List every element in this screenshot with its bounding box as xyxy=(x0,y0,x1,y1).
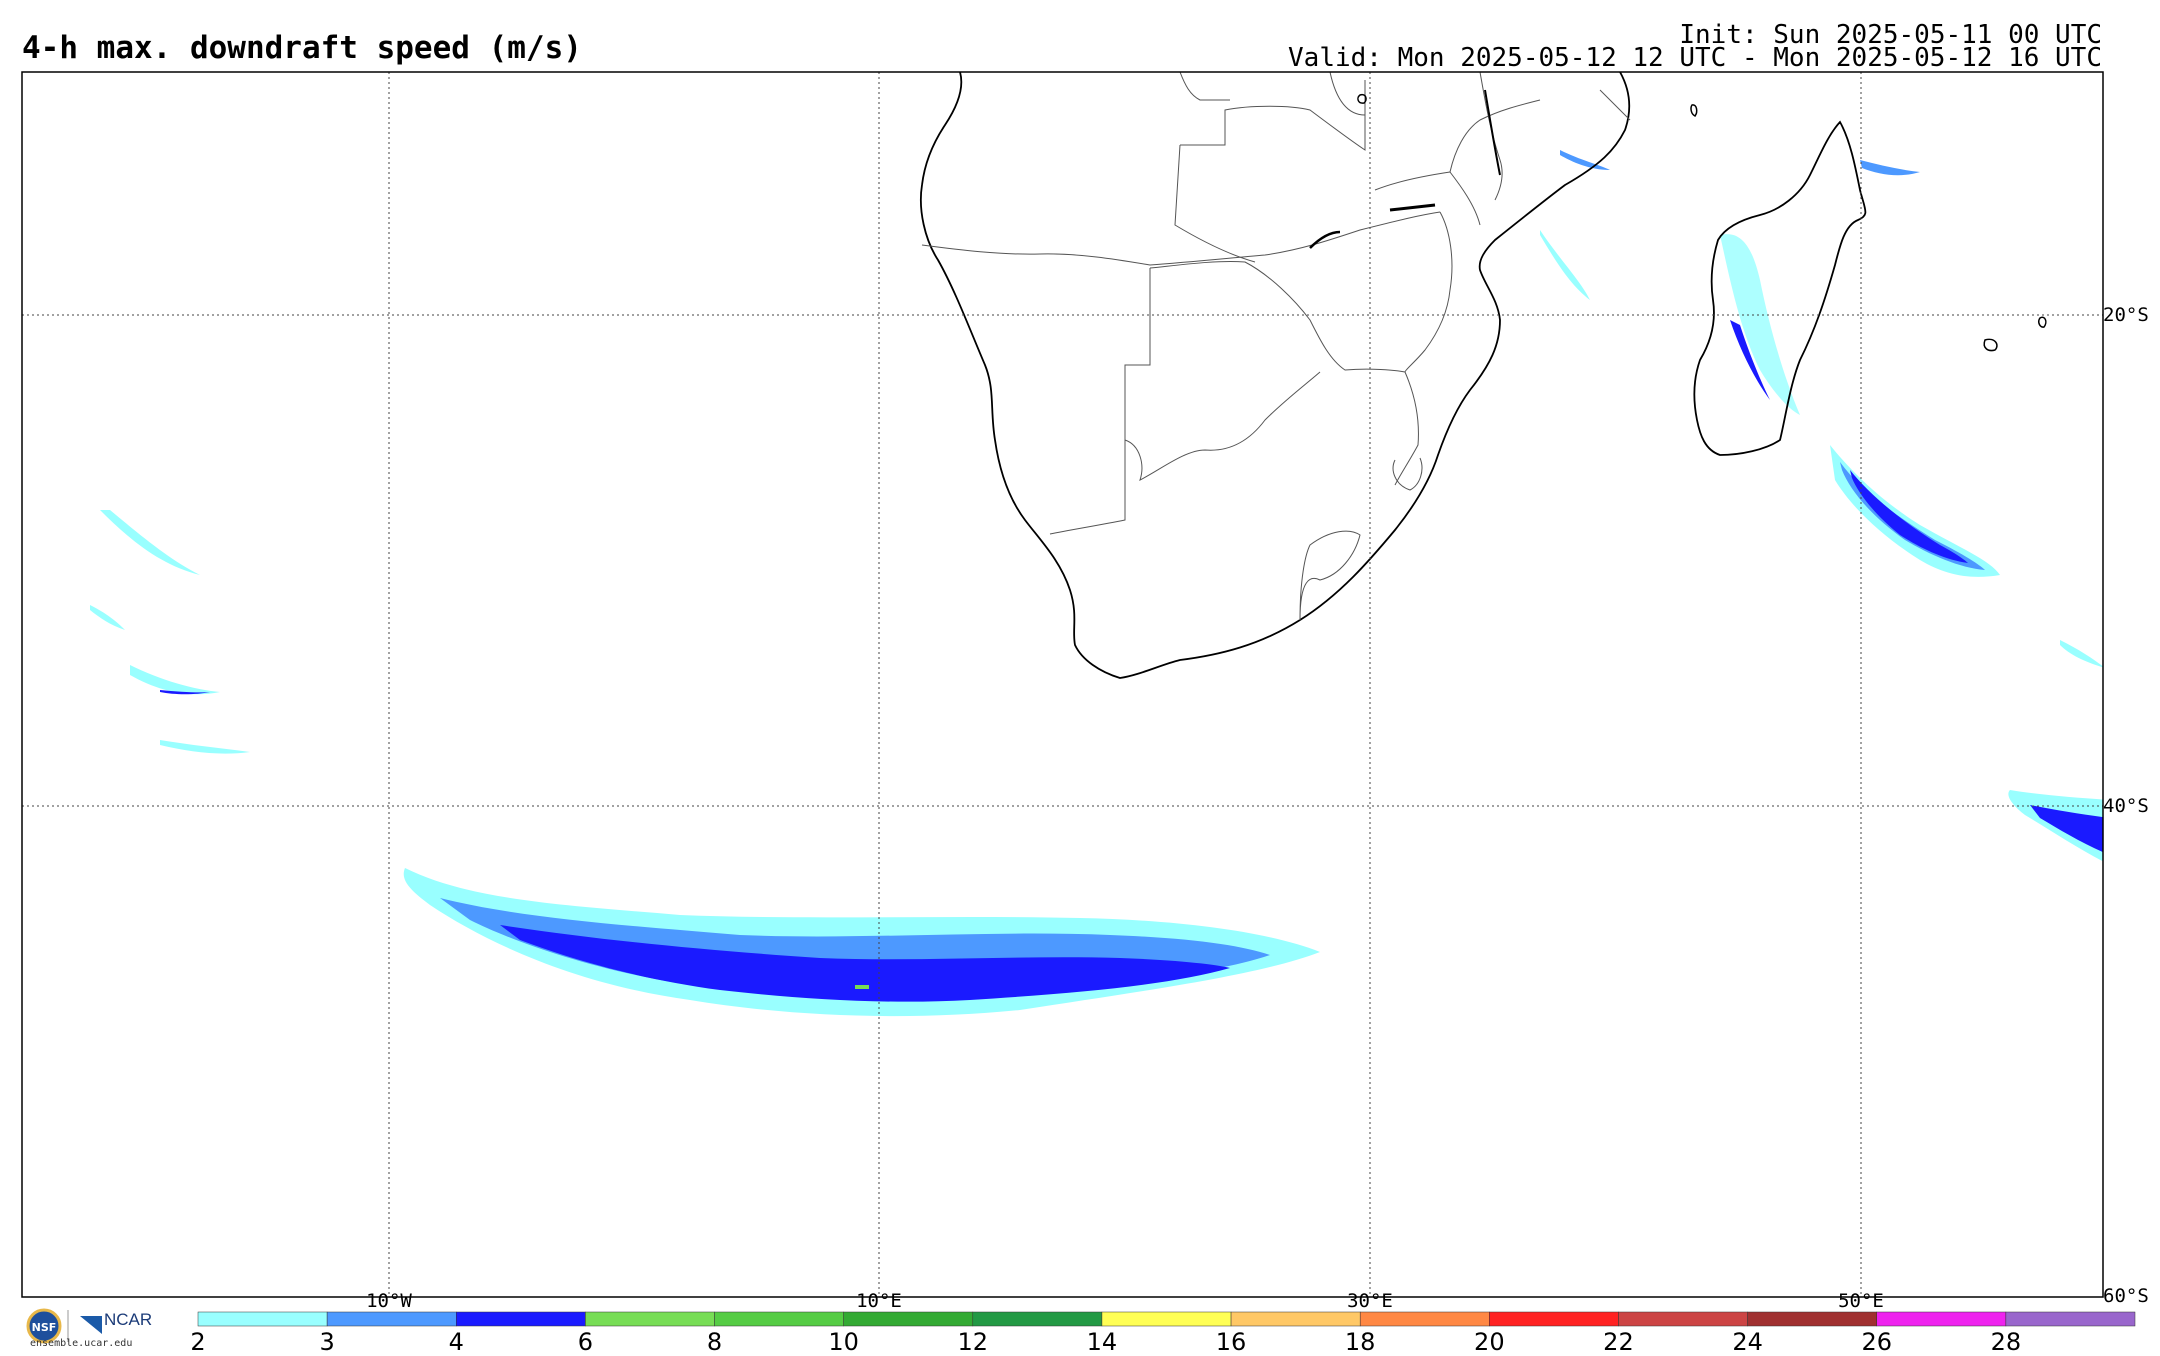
island-mauritius xyxy=(2038,316,2047,328)
colorbar-tick-label: 14 xyxy=(1086,1328,1118,1356)
lat-label-40s: 40°S xyxy=(2103,795,2149,817)
site-url: ensemble.ucar.edu xyxy=(30,1338,133,1349)
downdraft-streaks-east xyxy=(90,150,2103,862)
ncar-wordmark: NCAR xyxy=(104,1310,153,1329)
africa-coastline xyxy=(920,72,1631,679)
nsf-ncar-logo: NSF xyxy=(26,1308,102,1344)
nsf-seal-text: NSF xyxy=(32,1321,57,1334)
lon-label-30e: 30°E xyxy=(1347,1290,1393,1312)
colorbar-segment xyxy=(714,1311,844,1327)
colorbar-segment xyxy=(197,1311,328,1327)
ncar-triangle-icon xyxy=(80,1316,102,1334)
lat-label-60s: 60°S xyxy=(2103,1285,2149,1307)
colorbar-tick-label: 18 xyxy=(1344,1328,1376,1356)
colorbar-segment xyxy=(843,1311,974,1327)
colorbar-tick-label: 6 xyxy=(577,1328,594,1356)
colorbar-segment xyxy=(1876,1311,2007,1327)
island-small xyxy=(1357,93,1367,104)
graticule xyxy=(22,72,2103,1297)
colorbar-segment xyxy=(2005,1311,2136,1327)
colorbar-tick-label: 22 xyxy=(1603,1328,1634,1356)
colorbar-tick-label: 3 xyxy=(319,1328,335,1356)
colorbar-tick-label: 24 xyxy=(1732,1328,1763,1356)
colorbar xyxy=(197,1311,2136,1327)
colorbar-segment xyxy=(1489,1311,1619,1327)
colorbar-segment xyxy=(1230,1311,1361,1327)
colorbar-tick-label: 8 xyxy=(706,1328,723,1356)
colorbar-tick-label: 4 xyxy=(448,1328,464,1356)
colorbar-tick-label: 2 xyxy=(190,1328,206,1356)
colorbar-tick-label: 10 xyxy=(828,1328,859,1356)
colorbar-segment xyxy=(1618,1311,1748,1327)
colorbar-tick-label: 16 xyxy=(1215,1328,1247,1356)
madagascar-coastline xyxy=(1693,120,1867,456)
lake-malawi xyxy=(1484,89,1501,176)
colorbar-segment xyxy=(972,1311,1103,1327)
lon-label-10w: 10°W xyxy=(366,1290,412,1312)
colorbar-segment xyxy=(456,1311,586,1327)
colorbar-tick-label: 12 xyxy=(957,1328,989,1356)
colorbar-segment xyxy=(1359,1311,1490,1327)
island-comoros xyxy=(1690,104,1698,117)
colorbar-segment xyxy=(1747,1311,1877,1327)
lon-label-10e: 10°E xyxy=(856,1290,902,1312)
lake-kariba xyxy=(1309,230,1341,249)
init-time: Init: Sun 2025-05-11 00 UTC xyxy=(1679,20,2102,50)
colorbar-tick-label: 20 xyxy=(1474,1328,1505,1356)
valid-time: Valid: Mon 2025-05-12 12 UTC - Mon 2025-… xyxy=(1288,43,2102,73)
colorbar-tick-label: 26 xyxy=(1861,1328,1892,1356)
map-title: 4-h max. downdraft speed (m/s) xyxy=(22,30,582,66)
downdraft-swath-atlantic xyxy=(403,868,1320,1017)
lon-label-50e: 50°E xyxy=(1838,1290,1884,1312)
colorbar-segment xyxy=(1101,1311,1232,1327)
nsf-seal-icon xyxy=(26,1308,62,1344)
lat-label-20s: 20°S xyxy=(2103,304,2149,326)
colorbar-segment xyxy=(585,1311,715,1327)
colorbar-tick-label: 28 xyxy=(1990,1328,2022,1356)
island-reunion xyxy=(1983,338,1998,352)
lake-shape xyxy=(1389,203,1436,212)
map-frame xyxy=(21,71,2104,1298)
colorbar-segment xyxy=(326,1311,457,1327)
country-borders xyxy=(921,72,1631,621)
